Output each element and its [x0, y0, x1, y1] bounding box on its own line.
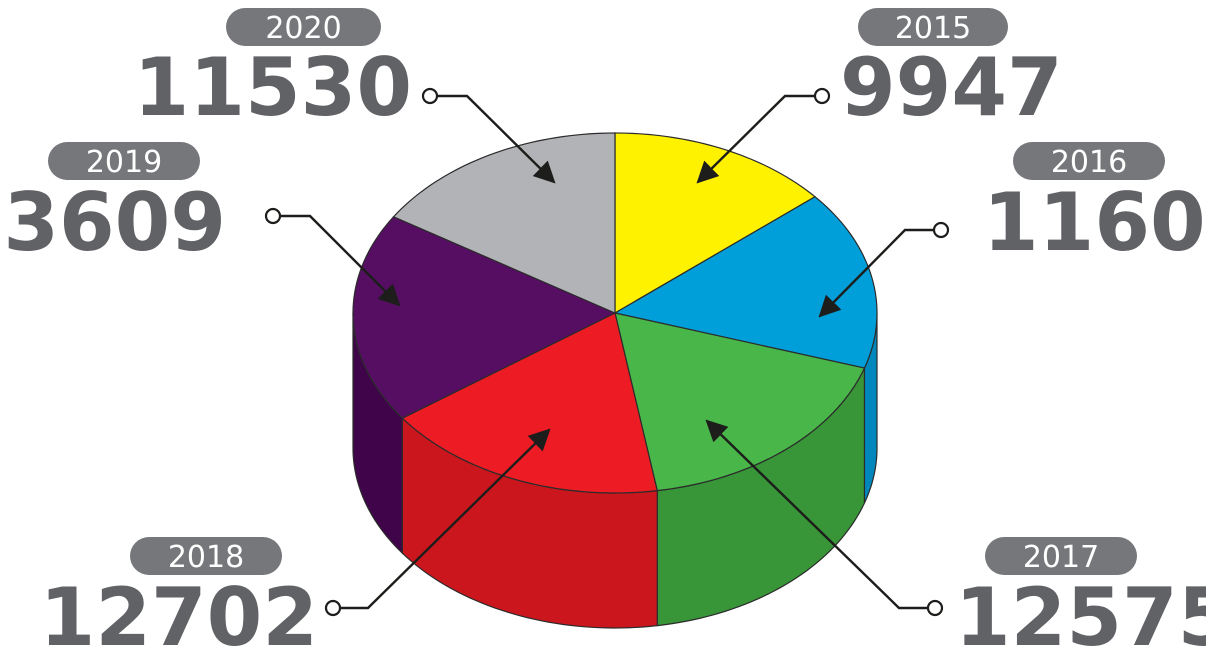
pie-labels: 2015994720161160820171257520181270220191… — [0, 8, 1206, 651]
slice-2016 — [613, 195, 878, 369]
pie-top-slices — [352, 132, 878, 494]
pie-side-walls — [352, 312, 878, 629]
year-badge-2017 — [985, 537, 1137, 575]
value-label-2016: 11608 — [983, 176, 1206, 269]
leader-line-2018 — [333, 428, 551, 610]
label-group-2016: 201611608 — [818, 142, 1206, 318]
year-badge-2019 — [48, 142, 200, 180]
value-label-2017: 12575 — [955, 571, 1206, 651]
year-badge-2018 — [130, 537, 282, 575]
leader-dot-2016 — [932, 221, 950, 239]
leader-dot-2019 — [264, 207, 282, 225]
slice-2019 — [352, 216, 617, 419]
value-label-2020: 11530 — [134, 41, 412, 134]
leader-line-2015 — [696, 94, 822, 184]
year-label-2019: 2019 — [86, 145, 162, 180]
leader-dot-2017 — [926, 599, 944, 617]
label-group-2019: 201913609 — [0, 142, 401, 307]
year-badge-2015 — [858, 8, 1008, 46]
value-label-2015: 9947 — [840, 41, 1063, 134]
leader-line-2020 — [430, 94, 556, 184]
slice-2017 — [614, 312, 866, 492]
slice-2015 — [614, 132, 817, 315]
leader-line-2019 — [273, 214, 401, 307]
year-badge-2020 — [226, 8, 381, 46]
leader-line-2017 — [705, 419, 935, 610]
slice-2020 — [392, 132, 616, 314]
year-label-2017: 2017 — [1023, 540, 1099, 575]
slice-2018 — [401, 312, 659, 494]
year-label-2016: 2016 — [1051, 145, 1127, 180]
leader-line-2016 — [818, 228, 941, 318]
year-label-2015: 2015 — [895, 11, 971, 46]
year-label-2020: 2020 — [265, 11, 341, 46]
year-badge-2016 — [1013, 142, 1165, 180]
leader-dot-2018 — [324, 599, 342, 617]
leader-dot-2020 — [421, 87, 439, 105]
value-label-2018: 12702 — [40, 571, 318, 651]
value-label-2019: 13609 — [0, 176, 226, 269]
year-label-2018: 2018 — [168, 540, 244, 575]
leader-dot-2015 — [813, 87, 831, 105]
